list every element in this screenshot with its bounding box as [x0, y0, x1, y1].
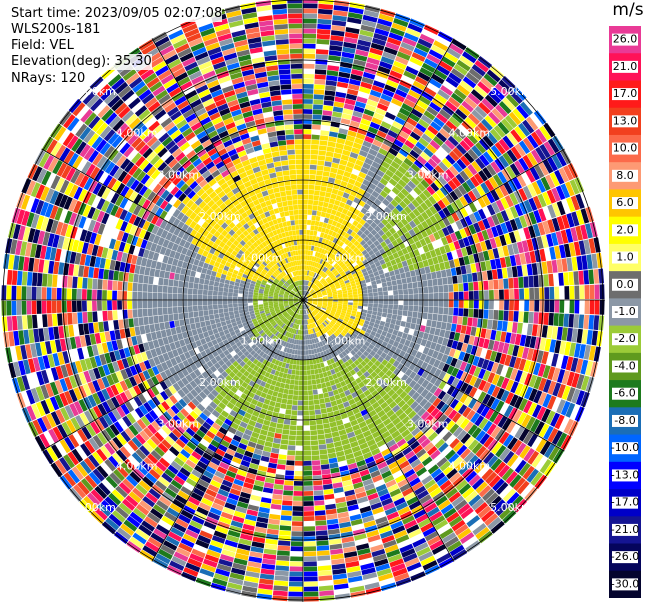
velocity-gates: [181, 135, 367, 338]
colorbar-tick-label: 6.0: [616, 196, 634, 209]
colorbar-tick-background: [612, 169, 638, 182]
colorbar-tick-background: [612, 442, 638, 455]
colorbar-tick-label: 0.0: [616, 278, 634, 291]
range-ring-label: 1.00km: [324, 335, 366, 348]
colorbar-tick-background: [612, 469, 638, 482]
colorbar-tick-background: [612, 33, 638, 46]
colorbar-tick-background: [612, 88, 638, 101]
colorbar-tick-label: -10.0: [611, 441, 639, 454]
azimuth-spoke: [151, 299, 304, 562]
range-ring-label: 3.00km: [407, 168, 449, 181]
velocity-gates: [132, 140, 454, 454]
colorbar-tick-label: -21.0: [611, 523, 639, 536]
colorbar-tick-label: 2.0: [616, 223, 634, 236]
colorbar-tick-background: [612, 142, 638, 155]
colorbar-tick-label: -13.0: [611, 468, 639, 481]
colorbar-tick-label: 26.0: [613, 33, 638, 46]
range-ring-label: 4.00km: [449, 127, 491, 140]
velocity-field: [1, 0, 605, 602]
colorbar-tick-background: [612, 551, 638, 564]
range-ring-label: 1.00km: [241, 251, 283, 264]
colorbar-tick-background: [612, 414, 638, 427]
colorbar-tick-label: 21.0: [613, 60, 638, 73]
velocity-gates: [11, 5, 590, 592]
range-ring-label: 2.00km: [199, 210, 241, 223]
colorbar-tick-label: 17.0: [613, 87, 638, 100]
velocity-gates: [6, 0, 600, 597]
colorbar-unit: m/s: [612, 0, 644, 20]
colorbar-tick-label: 13.0: [613, 114, 638, 127]
azimuth-spoke: [302, 299, 565, 452]
velocity-gates: [212, 147, 451, 465]
range-ring-label: 1.00km: [241, 335, 283, 348]
colorbar-tick-background: [612, 224, 638, 237]
azimuth-spoke: [151, 38, 304, 301]
colorbar-tick-label: 10.0: [613, 142, 638, 155]
velocity-gates: [8, 13, 605, 571]
range-ring-label: 1.00km: [324, 251, 366, 264]
range-ring-label: 3.00km: [407, 418, 449, 431]
range-ring-label: 2.00km: [365, 376, 407, 389]
colorbar-tick-label: -6.0: [614, 387, 635, 400]
range-ring-label: 5.00km: [490, 85, 532, 98]
range-ring-label: 4.00km: [116, 127, 158, 140]
colorbar-tick-label: -17.0: [611, 496, 639, 509]
instrument-label: WLS200s-181: [11, 22, 101, 38]
azimuth-spoke: [41, 299, 304, 452]
colorbar-tick-background: [612, 387, 638, 400]
colorbar-tick-background: [612, 523, 638, 536]
nrays-label: NRays: 120: [11, 71, 86, 87]
colorbar-tick-background: [612, 496, 638, 509]
azimuth-spoke: [41, 148, 304, 301]
colorbar-tick-background: [612, 60, 638, 73]
colorbar-tick-label: -2.0: [614, 332, 635, 345]
velocity-gates: [11, 13, 588, 597]
azimuth-spoke: [302, 38, 455, 301]
velocity-gates: [1, 10, 590, 595]
azimuth-spoke: [302, 299, 455, 562]
colorbar-tick-label: -26.0: [611, 550, 639, 563]
range-ring-label: 2.00km: [199, 376, 241, 389]
colorbar-tick-background: [612, 333, 638, 346]
colorbar-tick-label: -4.0: [614, 359, 635, 372]
velocity-gates: [27, 8, 596, 602]
colorbar-tick-background: [612, 306, 638, 318]
colorbar-tick-label: 1.0: [616, 251, 634, 264]
range-ring-label: 5.00km: [74, 85, 116, 98]
colorbar: 26.0 21.0 17.0 13.0 10.0 8.0 6.0 2.0 1.0 0.0 -1.0 -…: [609, 26, 641, 598]
range-ring-label: 5.00km: [74, 501, 116, 514]
range-ring-label: 3.00km: [158, 418, 200, 431]
range-ring-label: 4.00km: [449, 459, 491, 472]
range-ring-label: 4.00km: [116, 459, 158, 472]
velocity-gates: [3, 15, 593, 587]
colorbar-tick-label: 8.0: [616, 169, 634, 182]
colorbar-tick-background: [612, 278, 638, 291]
velocity-gates: [1, 0, 603, 595]
colorbar-tick-background: [612, 578, 638, 591]
range-ring-label: 5.00km: [490, 501, 532, 514]
range-ring-label: 3.00km: [158, 168, 200, 181]
range-ring-label: 2.00km: [365, 210, 407, 223]
start-time-label: Start time: 2023/09/05 02:07:08: [11, 6, 223, 22]
elevation-label: Elevation(deg): 35.30: [11, 54, 152, 70]
field-label: Field: VEL: [11, 38, 74, 54]
colorbar-tick-background: [612, 115, 638, 128]
colorbar-tick-label: -8.0: [614, 414, 635, 427]
velocity-gates: [10, 5, 585, 602]
colorbar-tick-background: [612, 197, 638, 210]
azimuth-spoke: [302, 148, 565, 301]
colorbar-tick-background: [612, 360, 638, 373]
colorbar-tick-label: -1.0: [614, 305, 635, 318]
colorbar-tick-label: -30.0: [611, 577, 639, 590]
colorbar-tick-background: [612, 251, 638, 264]
